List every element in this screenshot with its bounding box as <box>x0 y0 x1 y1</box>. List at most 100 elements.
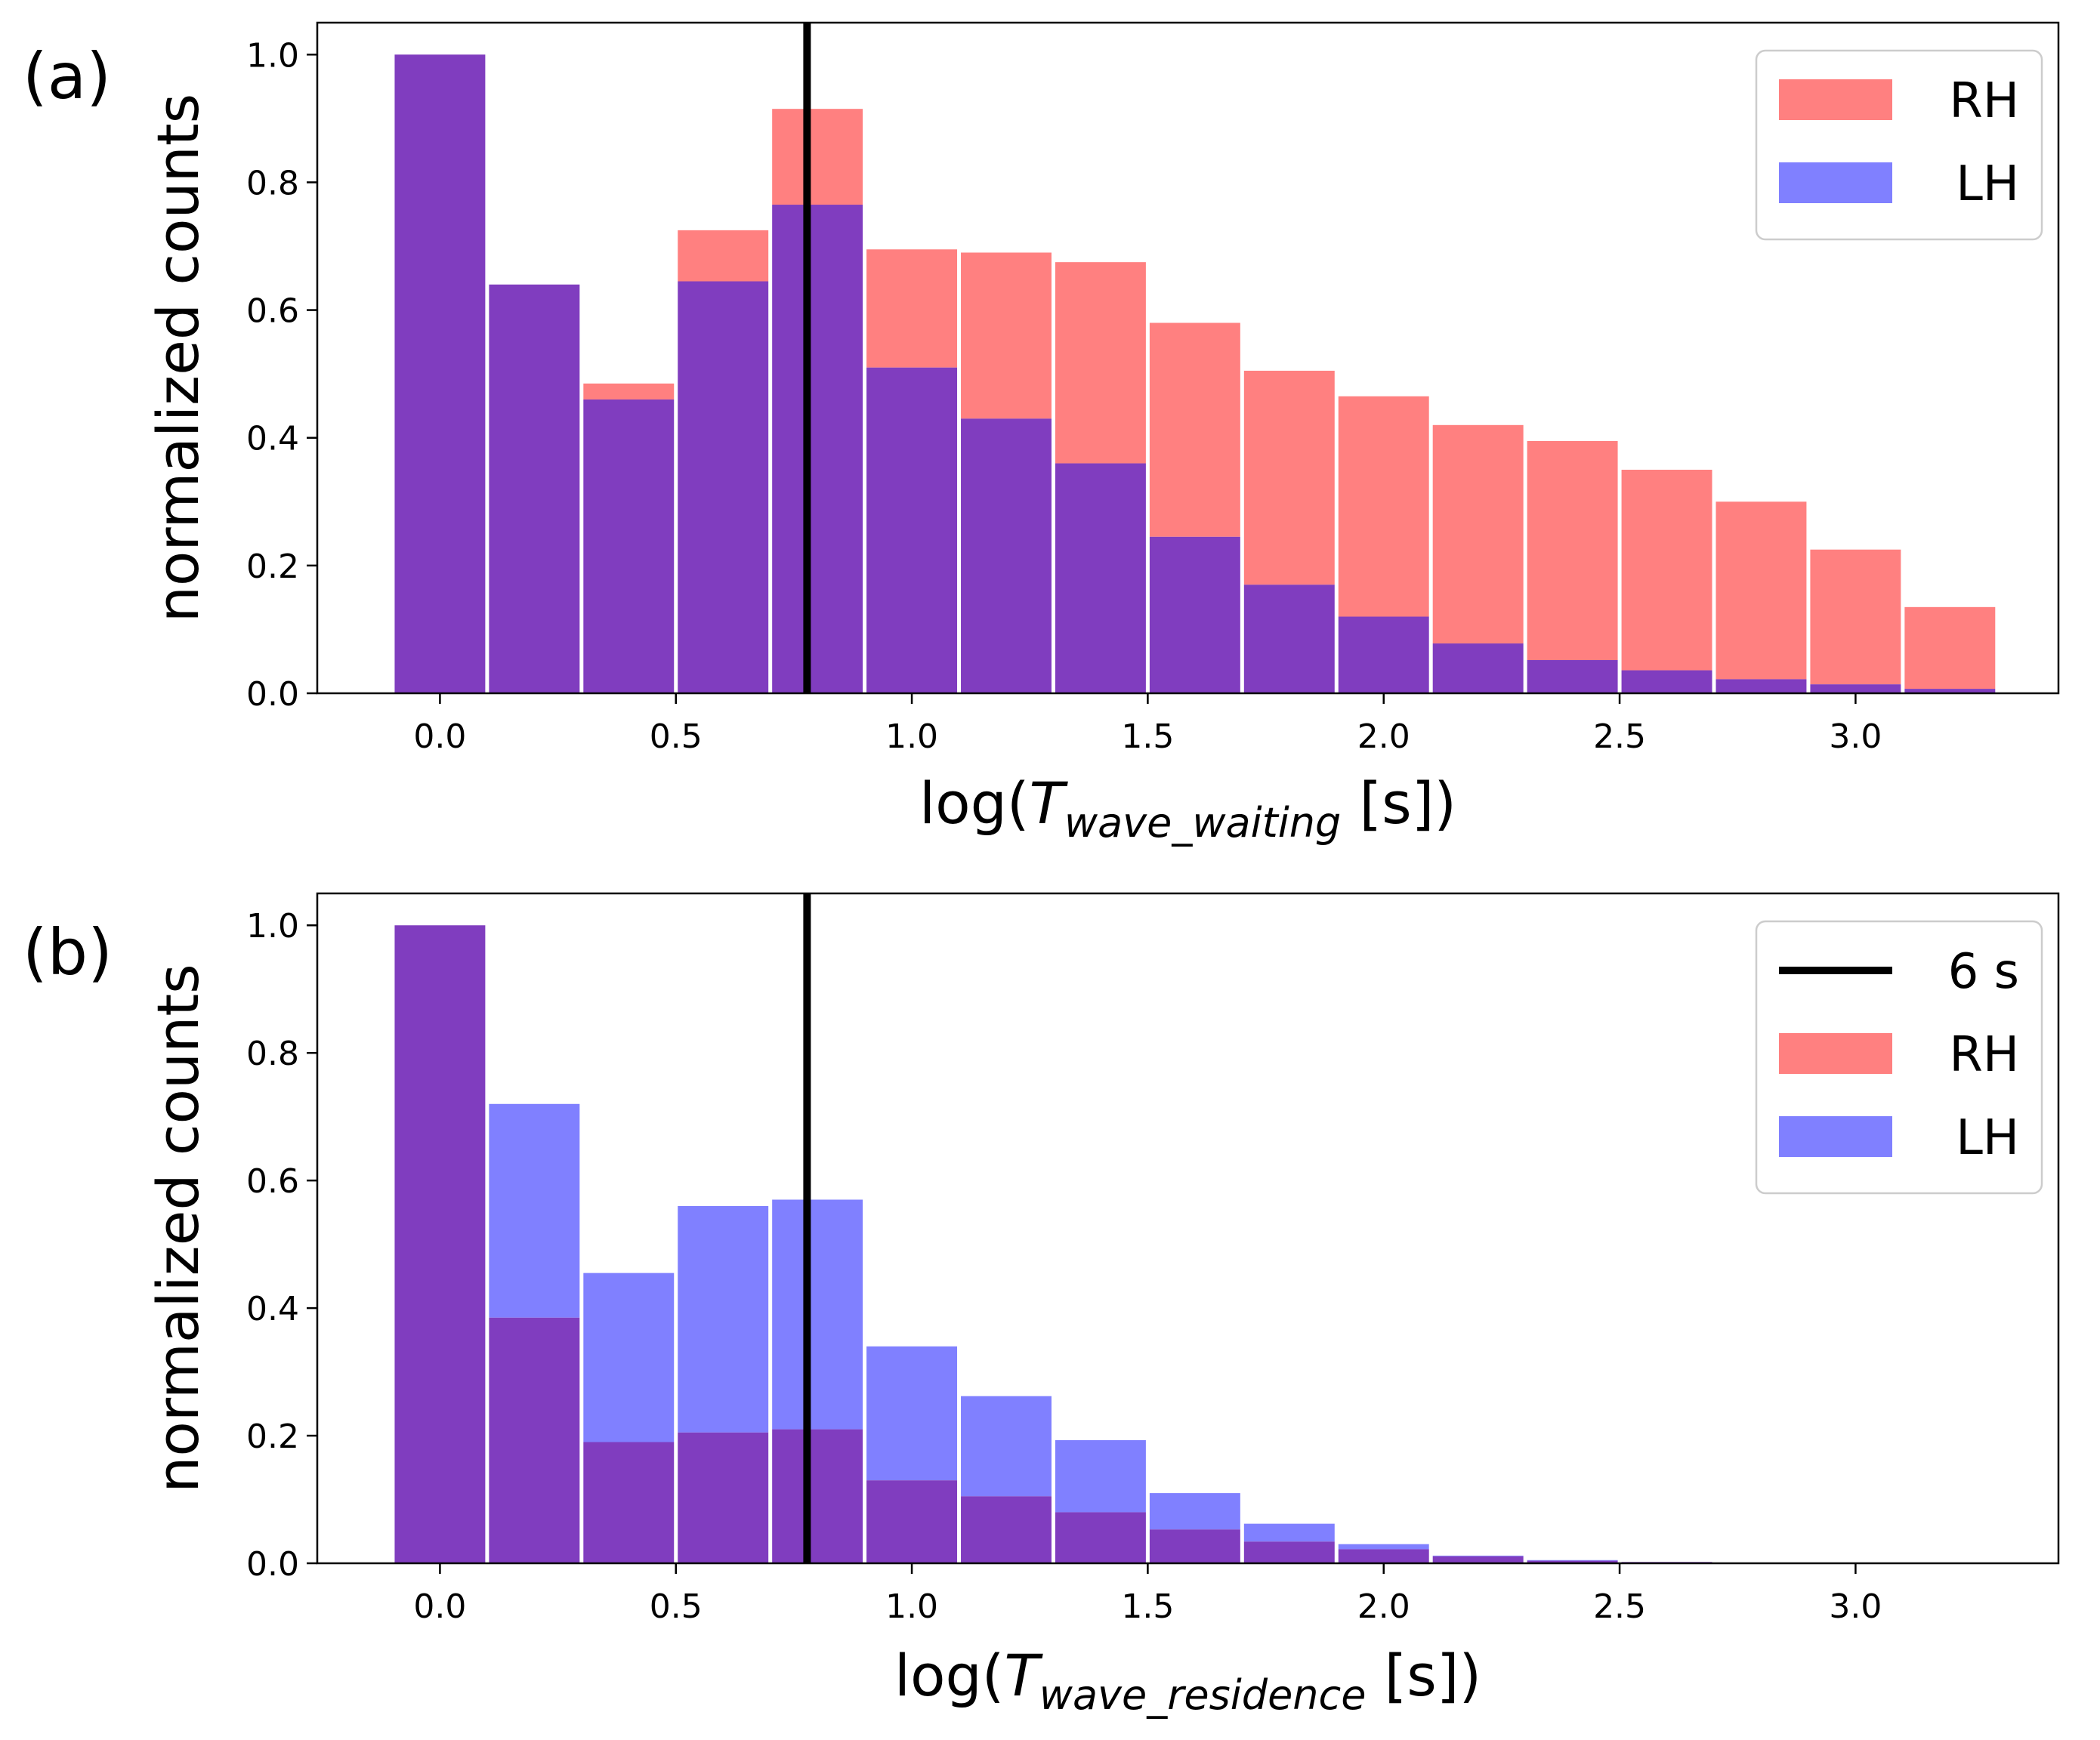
y-tick-label: 0.2 <box>246 1418 299 1456</box>
overlap-bar-12 <box>1527 660 1618 693</box>
overlap-bar-8 <box>1149 536 1240 693</box>
rh-bar-5 <box>866 249 958 368</box>
rh-bar-8 <box>1149 322 1240 537</box>
overlap-bar-11 <box>1432 1556 1524 1563</box>
rh-bar-2 <box>583 383 675 400</box>
y-tick-label: 0.0 <box>246 1545 299 1584</box>
x-tick-label: 3.0 <box>1829 1587 1882 1626</box>
panel-label: (a) <box>23 39 111 113</box>
panel-label: (b) <box>23 915 113 989</box>
rh-bar-16 <box>1904 606 1996 690</box>
overlap-bar-2 <box>583 1442 675 1563</box>
x-axis-label-prefix: log( <box>894 1642 1005 1709</box>
lh-bar-4 <box>772 1199 863 1430</box>
x-axis-label-suffix: [s]) <box>1341 770 1456 837</box>
lh-bar-9 <box>1243 1523 1335 1542</box>
x-tick-label: 3.0 <box>1829 717 1882 756</box>
legend-label: 6 s <box>1948 944 2019 1000</box>
lh-bar-1 <box>489 1103 580 1318</box>
rh-bar-15 <box>1810 549 1901 685</box>
legend-label: RH <box>1949 1027 2019 1083</box>
overlap-bar-3 <box>678 281 769 693</box>
rh-bar-14 <box>1716 501 1807 680</box>
overlap-bar-7 <box>1055 463 1146 693</box>
x-axis-label-suffix: [s]) <box>1366 1642 1481 1709</box>
overlap-bar-5 <box>866 1480 958 1563</box>
overlap-bar-15 <box>1810 684 1901 693</box>
legend: RH LH <box>1755 49 2043 241</box>
rh-bar-6 <box>961 252 1052 419</box>
y-tick-label: 0.8 <box>246 1035 299 1073</box>
lh-bar-6 <box>961 1396 1052 1497</box>
overlap-bar-6 <box>961 418 1052 693</box>
x-tick-label: 2.0 <box>1357 1587 1410 1626</box>
y-tick-label: 1.0 <box>246 36 299 75</box>
x-tick-label: 1.5 <box>1121 1587 1174 1626</box>
rh-bar-4 <box>772 109 863 205</box>
panel-b: 0.0 0.5 1.0 1.5 2.0 2.5 3.0 0.0 0.2 0.4 0.6 0.8 1.0 n… <box>23 892 2060 1719</box>
overlap-bar-1 <box>489 284 580 693</box>
overlap-bar-2 <box>583 399 675 693</box>
lh-bar-7 <box>1055 1439 1146 1513</box>
y-tick-label: 1.0 <box>246 907 299 946</box>
overlap-bar-11 <box>1432 643 1524 693</box>
overlap-bar-10 <box>1338 616 1429 693</box>
legend: 6 s RH LH <box>1755 920 2043 1195</box>
overlap-bar-14 <box>1716 679 1807 693</box>
x-tick-label: 0.0 <box>413 717 466 756</box>
x-axis-label-subscript: wave_residence <box>1039 1671 1367 1719</box>
lh-bar-10 <box>1338 1544 1429 1550</box>
x-tick-label: 1.0 <box>885 717 938 756</box>
overlap-bar-13 <box>1621 670 1712 693</box>
overlap-bar-7 <box>1055 1512 1146 1563</box>
overlap-bar-9 <box>1243 1541 1335 1563</box>
rh-bar-12 <box>1527 440 1618 661</box>
overlap-bar-1 <box>489 1317 580 1563</box>
x-tick-label: 2.5 <box>1593 1587 1646 1626</box>
bars <box>394 925 1807 1563</box>
y-tick-label: 0.0 <box>246 675 299 714</box>
overlap-bar-9 <box>1243 585 1335 693</box>
rh-bar-9 <box>1243 370 1335 585</box>
legend-label: RH <box>1949 73 2019 129</box>
bars <box>394 54 1996 694</box>
y-axis-label: normalized counts <box>144 94 212 622</box>
x-axis-label: log(Twave_residence [s]) <box>894 1642 1481 1719</box>
y-tick-label: 0.4 <box>246 420 299 458</box>
y-tick-label: 0.8 <box>246 164 299 202</box>
x-axis-label-prefix: log( <box>919 770 1030 837</box>
legend-swatch-lh <box>1779 1116 1892 1157</box>
lh-bar-2 <box>583 1273 675 1442</box>
axes-frame <box>316 21 2060 695</box>
legend-label: LH <box>1956 1110 2019 1166</box>
x-tick-label: 2.0 <box>1357 717 1410 756</box>
rh-bar-11 <box>1432 424 1524 644</box>
x-axis-label-subscript: wave_waiting <box>1064 799 1341 847</box>
lh-bar-12 <box>1527 1560 1618 1561</box>
x-tick-label: 1.0 <box>885 1587 938 1626</box>
axes-frame <box>316 892 2060 1565</box>
overlap-bar-3 <box>678 1432 769 1563</box>
overlap-bar-12 <box>1527 1560 1618 1563</box>
x-tick-label: 2.5 <box>1593 717 1646 756</box>
lh-bar-8 <box>1149 1493 1240 1530</box>
rh-bar-10 <box>1338 396 1429 617</box>
y-tick-label: 0.6 <box>246 292 299 331</box>
x-axis-label: log(Twave_waiting [s]) <box>919 770 1456 847</box>
overlap-bar-10 <box>1338 1549 1429 1563</box>
legend-swatch-lh <box>1779 162 1892 203</box>
x-axis-label-symbol: T <box>1029 770 1068 837</box>
y-tick-label: 0.2 <box>246 548 299 586</box>
y-tick-label: 0.4 <box>246 1290 299 1328</box>
x-axis-label-symbol: T <box>1004 1642 1043 1709</box>
rh-bar-3 <box>678 230 769 282</box>
y-axis-label: normalized counts <box>144 964 212 1492</box>
legend-label: LH <box>1956 156 2019 212</box>
panel-a: 0.0 0.5 1.0 1.5 2.0 2.5 3.0 0.0 0.2 0.4 0.6 0.8 1.0 n… <box>23 21 2060 847</box>
overlap-bar-8 <box>1149 1529 1240 1563</box>
overlap-bar-6 <box>961 1496 1052 1563</box>
overlap-bar-16 <box>1904 689 1996 693</box>
overlap-bar-0 <box>394 54 486 694</box>
rh-bar-13 <box>1621 470 1712 671</box>
x-tick-label: 0.5 <box>650 717 703 756</box>
